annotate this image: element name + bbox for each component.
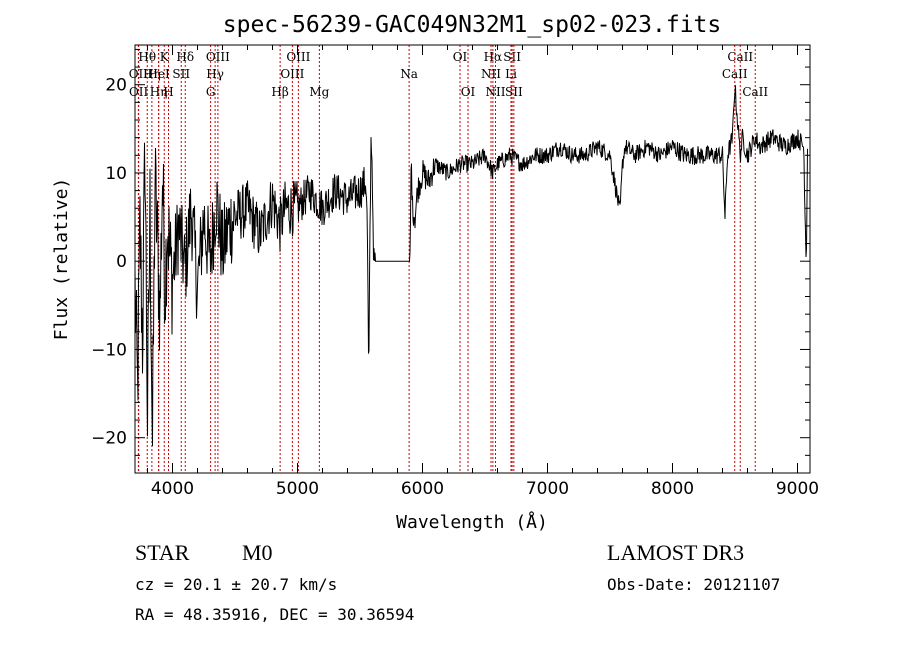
line-marker-label: NII	[481, 67, 501, 81]
line-marker-label: SII	[503, 50, 521, 64]
line-marker-label: Hα	[484, 50, 503, 64]
x-tick-label: 9000	[776, 479, 819, 499]
line-marker-label: Li	[505, 67, 517, 81]
line-marker-label: CaII	[722, 67, 748, 81]
ra-dec-coords: RA = 48.35916, DEC = 30.36594	[135, 605, 414, 624]
plot-frame	[134, 44, 811, 474]
x-axis-label: Wavelength (Å)	[396, 511, 548, 533]
line-marker-label: Hη	[150, 85, 168, 99]
object-subclass: M0	[242, 540, 273, 565]
y-tick-label: 0	[116, 252, 127, 272]
x-tick-label: 4000	[151, 479, 194, 499]
line-marker-label: CaII	[727, 50, 753, 64]
observation-date: Obs-Date: 20121107	[607, 575, 780, 594]
x-tick-label: 7000	[526, 479, 569, 499]
line-marker-label: OI	[453, 50, 468, 64]
line-marker-label: Hβ	[271, 85, 288, 99]
y-tick-label: −10	[91, 340, 127, 360]
line-marker-label: OII	[129, 85, 149, 99]
x-axis-ticks: 4000 5000 6000 7000 8000 9000	[147, 45, 819, 499]
y-tick-label: 10	[105, 164, 127, 184]
line-marker-label: SII	[505, 85, 523, 99]
x-tick-label: 5000	[276, 479, 319, 499]
y-tick-label: 20	[105, 76, 127, 96]
flux-series-line	[134, 85, 808, 447]
line-marker-label: Hδ	[176, 50, 194, 64]
chart-title: spec-56239-GAC049N32M1_sp02-023.fits	[223, 12, 722, 38]
line-marker-label: OI	[461, 85, 476, 99]
line-marker-label: H	[163, 85, 173, 99]
line-marker-label: OIII	[280, 67, 304, 81]
object-class: STAR	[135, 540, 190, 565]
redshift-cz: cz = 20.1 ± 20.7 km/s	[135, 575, 337, 594]
line-marker-label: CaII	[742, 85, 768, 99]
line-marker-label: NII	[486, 85, 506, 99]
y-axis-ticks: −20 −10 0 10 20	[91, 48, 810, 474]
survey-name: LAMOST DR3	[607, 540, 744, 565]
line-marker-label: G	[206, 85, 216, 99]
line-marker-label: SII	[172, 67, 190, 81]
line-marker-label: Hθ	[138, 50, 156, 64]
y-axis-label: Flux (relative)	[51, 178, 72, 341]
x-tick-label: 8000	[651, 479, 694, 499]
x-tick-label: 6000	[401, 479, 444, 499]
line-marker-label: OIII	[206, 50, 230, 64]
line-marker-label: Mg	[309, 85, 329, 99]
series-layer	[134, 85, 808, 447]
line-marker-label: OIII	[286, 50, 310, 64]
line-marker-label: Na	[400, 67, 418, 81]
line-marker-label: Hη	[143, 67, 161, 81]
line-marker-label: K	[160, 50, 170, 64]
line-marker-label: Hγ	[206, 67, 224, 81]
y-tick-label: −20	[91, 429, 127, 449]
